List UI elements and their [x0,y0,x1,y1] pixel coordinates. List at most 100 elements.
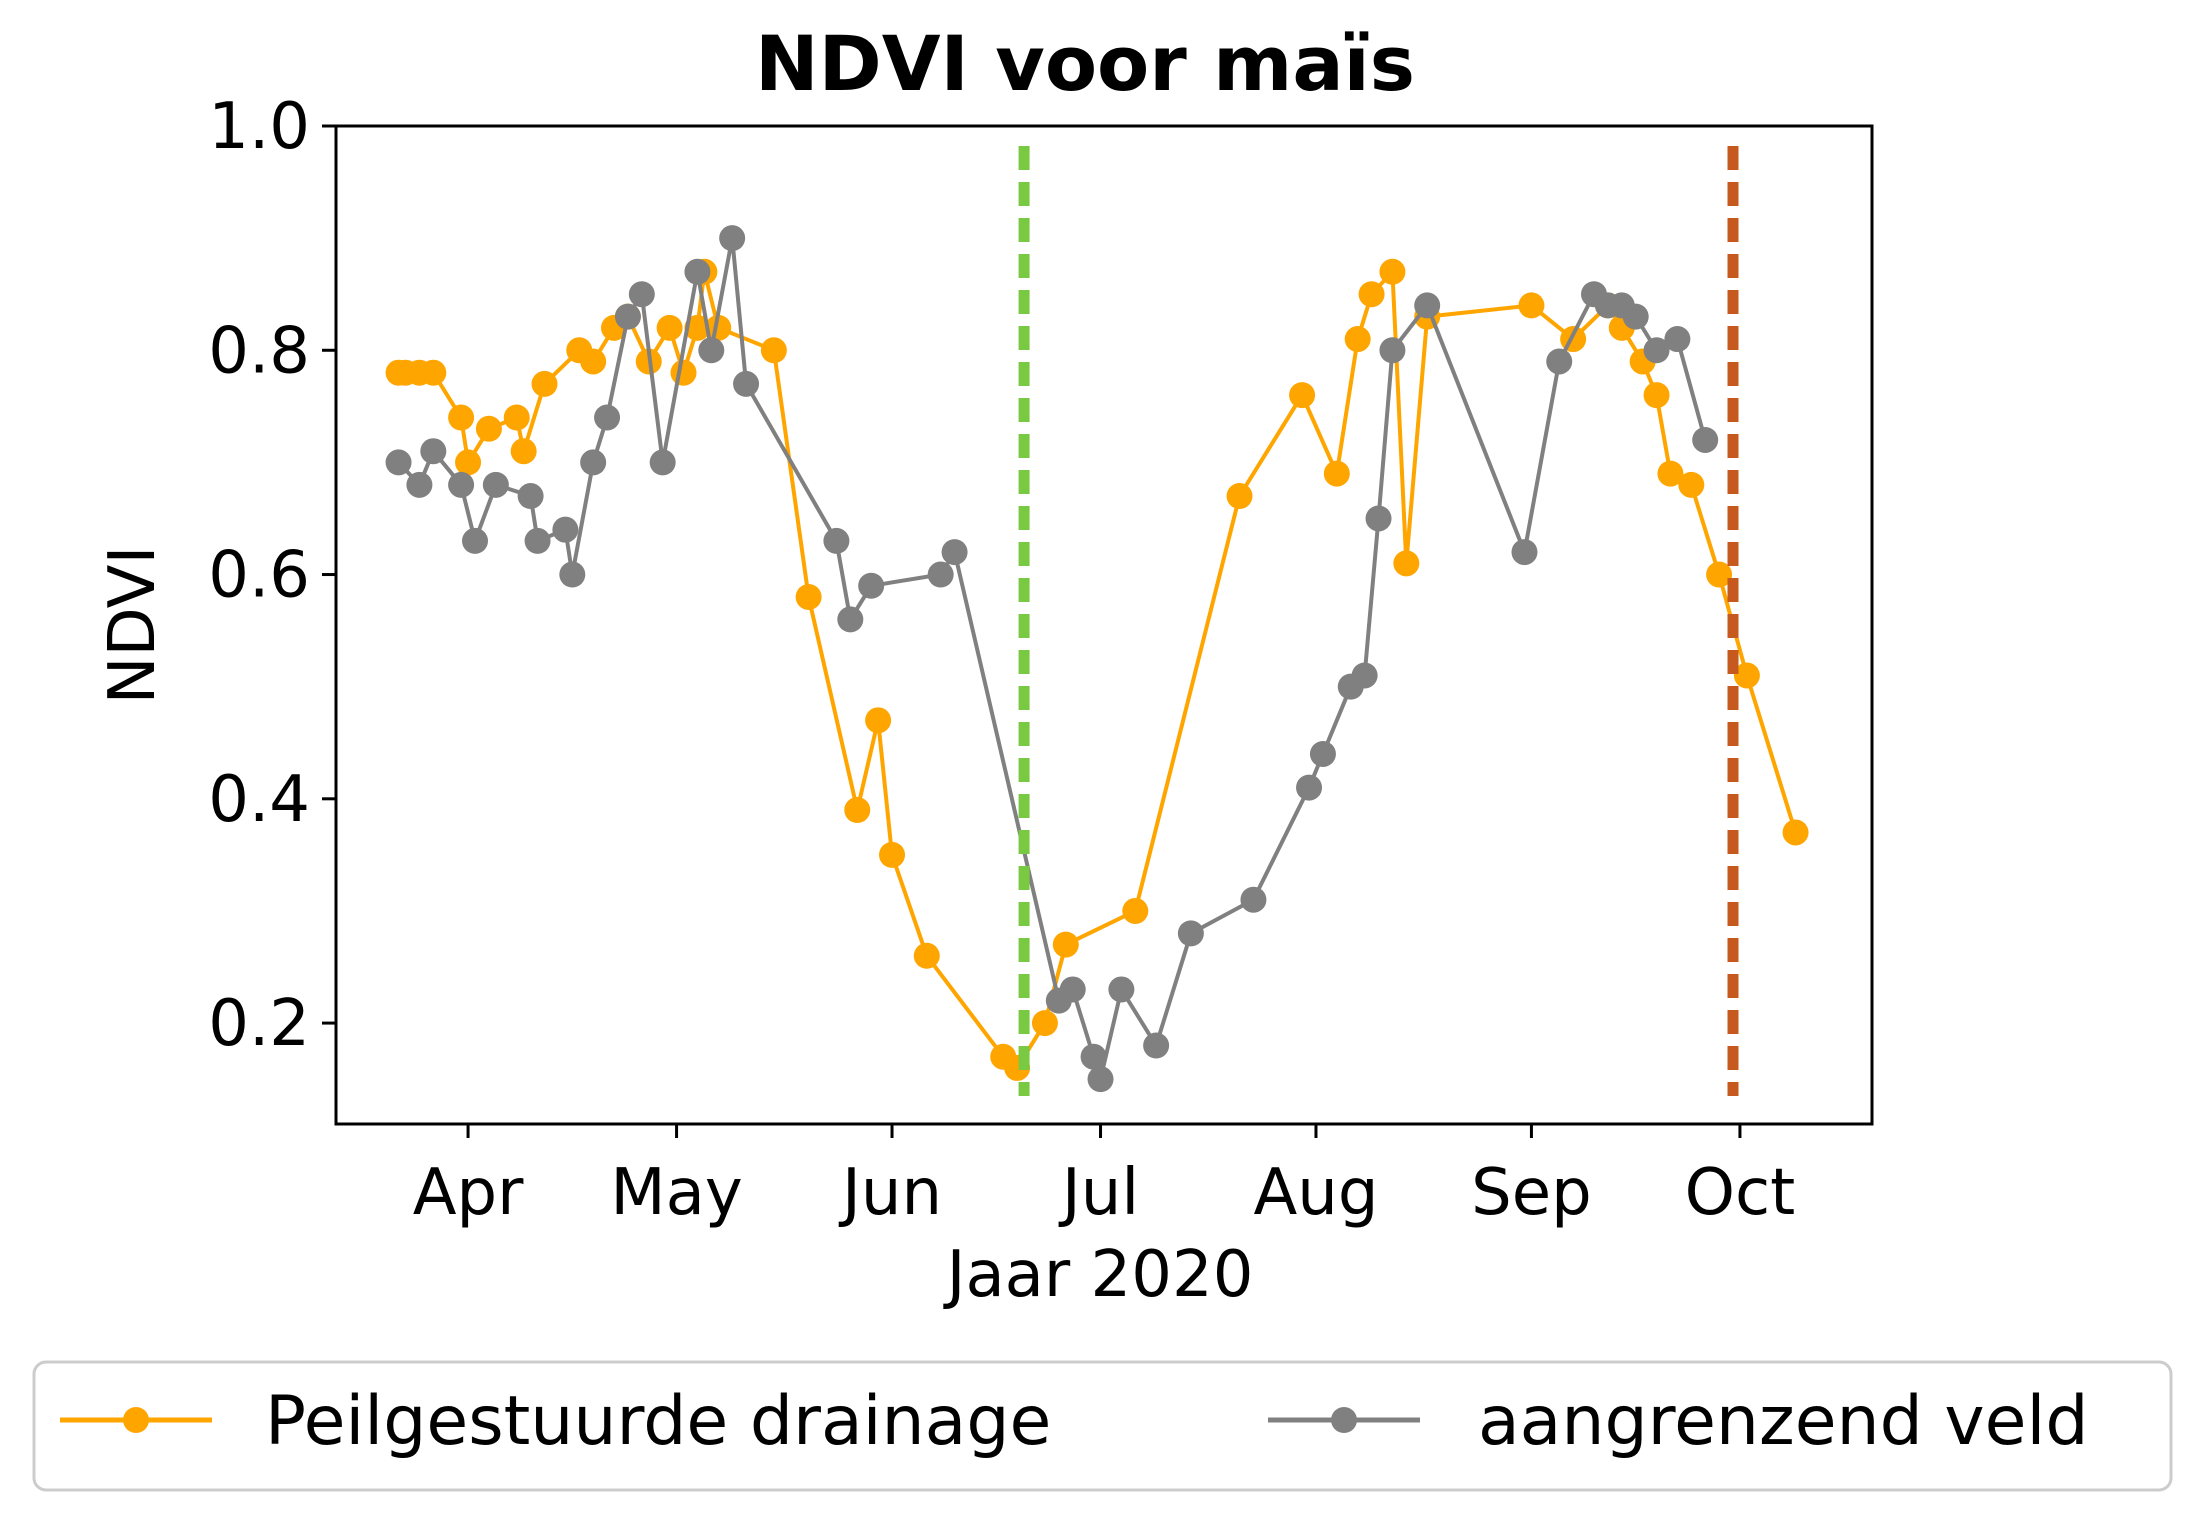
x-axis-label: Jaar 2020 [943,1238,1254,1312]
data-point-aangrenzend-veld-19 [823,527,850,554]
data-point-aangrenzend-veld-6 [517,483,544,510]
data-point-aangrenzend-veld-9 [559,561,586,588]
data-point-peilgestuurde-drainage-21 [795,583,822,610]
data-point-peilgestuurde-drainage-19 [705,314,732,341]
data-point-peilgestuurde-drainage-6 [475,415,502,442]
data-point-aangrenzend-veld-27 [1087,1066,1114,1093]
data-point-aangrenzend-veld-8 [552,516,579,543]
data-point-aangrenzend-veld-12 [614,303,641,330]
data-point-aangrenzend-veld-17 [719,225,746,252]
data-point-aangrenzend-veld-3 [448,471,475,498]
data-point-peilgestuurde-drainage-31 [1226,483,1253,510]
legend-marker-aangrenzend-veld [1331,1407,1357,1433]
data-point-peilgestuurde-drainage-22 [844,797,871,824]
data-point-aangrenzend-veld-39 [1511,539,1538,566]
legend-marker-peilgestuurde-drainage [123,1407,149,1433]
data-point-aangrenzend-veld-35 [1351,662,1378,689]
data-point-peilgestuurde-drainage-17 [684,314,711,341]
data-point-peilgestuurde-drainage-4 [448,404,475,431]
data-point-aangrenzend-veld-28 [1108,976,1135,1003]
plot-layer: 0.2 0.4 0.6 0.8 1.0 Apr May Jun Jul Aug Sep Oct [208,90,1809,1230]
data-point-aangrenzend-veld-4 [462,527,489,554]
chart-title: NDVI voor maïs [755,19,1415,108]
data-point-peilgestuurde-drainage-3 [420,359,447,386]
data-point-peilgestuurde-drainage-44 [1643,382,1670,409]
data-point-aangrenzend-veld-1 [406,471,433,498]
data-point-aangrenzend-veld-45 [1643,337,1670,364]
x-tick-label-5: Sep [1471,1156,1592,1230]
data-point-aangrenzend-veld-5 [482,471,509,498]
data-point-aangrenzend-veld-25 [1059,976,1086,1003]
data-point-peilgestuurde-drainage-25 [913,942,940,969]
data-point-peilgestuurde-drainage-34 [1344,326,1371,353]
data-point-peilgestuurde-drainage-11 [580,348,607,375]
data-point-aangrenzend-veld-15 [684,258,711,285]
data-point-peilgestuurde-drainage-33 [1323,460,1350,487]
data-point-peilgestuurde-drainage-8 [510,438,537,465]
data-point-peilgestuurde-drainage-16 [670,359,697,386]
data-point-aangrenzend-veld-37 [1379,337,1406,364]
data-point-aangrenzend-veld-7 [524,527,551,554]
data-point-aangrenzend-veld-22 [927,561,954,588]
data-point-aangrenzend-veld-23 [941,539,968,566]
data-point-peilgestuurde-drainage-30 [1122,897,1149,924]
data-point-peilgestuurde-drainage-49 [1782,819,1809,846]
data-point-aangrenzend-veld-18 [733,370,760,397]
x-tick-label-1: May [610,1156,742,1230]
data-point-aangrenzend-veld-47 [1692,426,1719,453]
data-point-peilgestuurde-drainage-36 [1379,258,1406,285]
data-point-aangrenzend-veld-31 [1240,886,1267,913]
y-tick-label-2: 0.6 [208,539,310,613]
data-point-aangrenzend-veld-32 [1296,774,1323,801]
y-tick-label-4: 1.0 [208,90,310,164]
legend: Peilgestuurde drainage aangrenzend veld [32,1360,2173,1492]
data-point-peilgestuurde-drainage-5 [455,449,482,476]
data-point-aangrenzend-veld-21 [858,572,885,599]
x-tick-label-3: Jul [1058,1156,1139,1230]
data-point-aangrenzend-veld-0 [385,449,412,476]
data-point-aangrenzend-veld-30 [1177,920,1204,947]
y-tick-label-3: 0.8 [208,314,310,388]
data-point-aangrenzend-veld-11 [594,404,621,431]
x-tick-label-2: Jun [838,1156,942,1230]
data-point-peilgestuurde-drainage-15 [656,314,683,341]
legend-frame [32,1360,2173,1492]
data-point-peilgestuurde-drainage-39 [1518,292,1545,319]
data-point-peilgestuurde-drainage-23 [865,707,892,734]
data-point-aangrenzend-veld-40 [1546,348,1573,375]
data-point-peilgestuurde-drainage-9 [531,370,558,397]
x-tick-label-4: Aug [1253,1156,1378,1230]
data-point-aangrenzend-veld-10 [580,449,607,476]
data-point-aangrenzend-veld-2 [420,438,447,465]
data-point-peilgestuurde-drainage-29 [1052,931,1079,958]
data-point-aangrenzend-veld-13 [628,281,655,308]
data-point-peilgestuurde-drainage-7 [503,404,530,431]
plot-area [334,124,1874,1126]
data-point-peilgestuurde-drainage-37 [1393,550,1420,577]
x-tick-label-0: Apr [413,1156,524,1230]
data-point-aangrenzend-veld-46 [1664,326,1691,353]
data-point-aangrenzend-veld-33 [1309,740,1336,767]
y-tick-label-0: 0.2 [208,987,310,1061]
legend-label-aangrenzend-veld: aangrenzend veld [1478,1382,2089,1461]
data-point-aangrenzend-veld-20 [837,606,864,633]
y-axis-label: NDVI [96,546,170,705]
data-point-peilgestuurde-drainage-46 [1678,471,1705,498]
data-point-aangrenzend-veld-29 [1143,1032,1170,1059]
data-point-peilgestuurde-drainage-47 [1706,561,1733,588]
data-point-peilgestuurde-drainage-24 [879,841,906,868]
data-point-peilgestuurde-drainage-35 [1358,281,1385,308]
data-point-aangrenzend-veld-16 [698,337,725,364]
legend-label-peilgestuurde-drainage: Peilgestuurde drainage [265,1382,1051,1461]
data-point-aangrenzend-veld-26 [1080,1043,1107,1070]
y-tick-label-1: 0.4 [208,763,310,837]
data-point-peilgestuurde-drainage-45 [1657,460,1684,487]
x-tick-label-6: Oct [1685,1156,1796,1230]
data-point-aangrenzend-veld-44 [1622,303,1649,330]
data-point-peilgestuurde-drainage-20 [760,337,787,364]
data-point-aangrenzend-veld-36 [1365,505,1392,532]
data-point-aangrenzend-veld-14 [649,449,676,476]
data-point-peilgestuurde-drainage-32 [1289,382,1316,409]
data-point-peilgestuurde-drainage-28 [1031,1010,1058,1037]
